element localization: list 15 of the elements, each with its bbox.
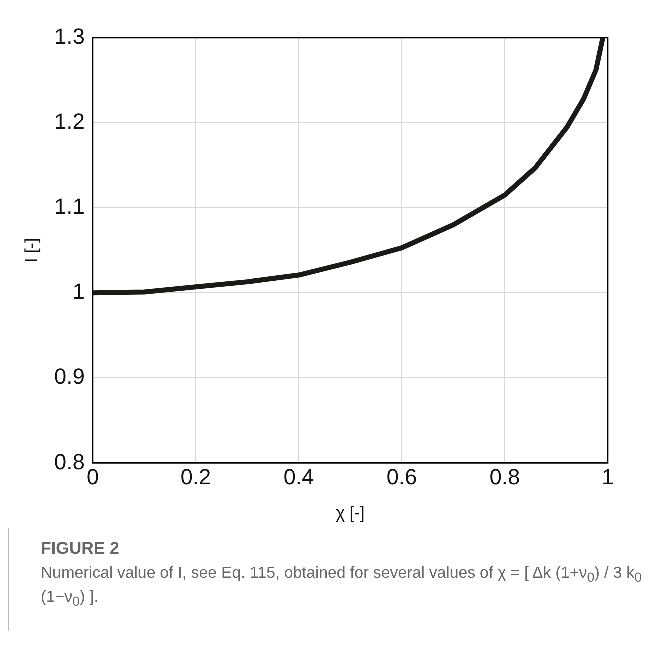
y-tick-label: 1	[72, 279, 85, 304]
x-tick-label: 0	[86, 464, 100, 490]
caption: FIGURE 2	[41, 538, 120, 560]
x-tick-label: 1	[602, 464, 614, 490]
y-tick-label: 1.1	[54, 194, 85, 220]
x-tick-label: 0.6	[386, 464, 418, 490]
y-tick-label: 0.9	[54, 364, 85, 390]
text: Numerical value of I, see Eq. 115, obtained for several values of χ = [ Δk (1+ν$_{0}$) / 3 k$_{0}$ (1−ν$_{0}$) ].	[41, 564, 642, 610]
x-axis-title: χ [-]	[336, 503, 365, 522]
y-tick-label: 1.3	[54, 24, 85, 50]
x-tick-label: 0.8	[490, 464, 520, 490]
y-tick-label: 1.2	[54, 109, 85, 134]
y-axis-title: I [-]	[22, 238, 41, 263]
x-tick-label: 0.4	[284, 464, 314, 490]
x-tick-label: 0.2	[180, 464, 212, 490]
